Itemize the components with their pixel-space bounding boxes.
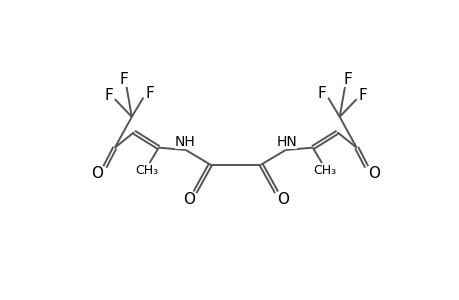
Text: O: O	[276, 192, 288, 207]
Text: F: F	[145, 86, 154, 101]
Text: CH₃: CH₃	[313, 164, 336, 177]
Text: F: F	[317, 86, 325, 101]
Text: F: F	[104, 88, 113, 103]
Text: O: O	[368, 166, 380, 181]
Text: F: F	[342, 72, 351, 87]
Text: NH: NH	[174, 135, 195, 149]
Text: HN: HN	[275, 135, 297, 149]
Text: O: O	[91, 166, 103, 181]
Text: O: O	[182, 192, 194, 207]
Text: CH₃: CH₃	[134, 164, 157, 177]
Text: F: F	[119, 72, 128, 87]
Text: F: F	[358, 88, 366, 103]
